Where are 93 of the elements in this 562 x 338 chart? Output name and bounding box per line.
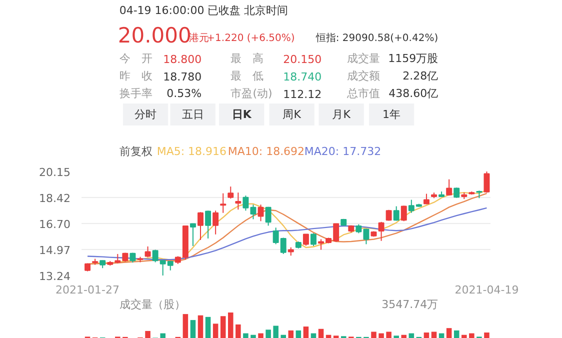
bar [386, 332, 392, 338]
candlestick [393, 206, 400, 222]
candlestick [212, 210, 219, 235]
bar [296, 330, 302, 338]
bar [236, 324, 241, 338]
bar [401, 334, 407, 338]
text: 换手率 [119, 87, 152, 100]
text: 1年 [382, 108, 401, 121]
text: 18.740 [283, 70, 322, 84]
text: 五日 [182, 108, 204, 121]
candlestick [454, 187, 460, 198]
text: 成交量 [347, 52, 380, 65]
bar [438, 333, 444, 338]
bar [220, 316, 226, 338]
candlestick [484, 172, 490, 194]
text: 周K [282, 108, 302, 121]
text: 成交额 [347, 70, 380, 82]
text: 分时 [134, 108, 157, 121]
text: 月K [332, 108, 352, 121]
candlestick [228, 186, 234, 200]
bar [288, 330, 294, 338]
candlestick [400, 205, 407, 222]
y-tick-label: 14.97 [39, 244, 71, 257]
candlestick [265, 206, 272, 226]
bar [378, 333, 384, 338]
bar [462, 334, 467, 338]
bar [205, 316, 211, 338]
bar [280, 334, 286, 338]
bar [424, 332, 430, 338]
bar [228, 312, 234, 338]
bar [303, 326, 309, 338]
y-tick-label: 16.70 [39, 218, 71, 231]
candlestick [258, 204, 264, 222]
bar [160, 333, 166, 338]
candlestick [205, 210, 212, 239]
text: 最 低 [230, 70, 264, 82]
candlestick [190, 222, 196, 246]
candlestick [235, 192, 242, 210]
candlestick [220, 192, 226, 214]
text: MA20: 17.732 [304, 145, 382, 158]
x-tick-label: 2021-01-27 [56, 284, 120, 296]
bar [431, 332, 437, 338]
bar [454, 330, 460, 338]
text: 最 高 [230, 52, 264, 65]
text: 18.780 [163, 70, 202, 84]
bar [318, 328, 324, 338]
text: 1159万股 [388, 52, 438, 65]
text: 3547.74万 [382, 298, 438, 311]
bar [250, 334, 256, 338]
y-tick-label: 18.42 [39, 192, 71, 206]
bar [326, 334, 332, 338]
bar [190, 320, 196, 338]
bar [145, 330, 150, 338]
candlestick [198, 212, 204, 240]
candlestick [378, 221, 384, 242]
text: 日K [232, 108, 252, 121]
text: 438.60亿 [388, 87, 438, 100]
text: 昨 收 [119, 70, 152, 82]
y-tick-label: 13.24 [39, 270, 71, 283]
text: 市盈(动) [230, 87, 272, 100]
x-tick-label: 2021-04-19 [454, 284, 519, 296]
bar [212, 324, 218, 338]
text: MA5: 18.916 [156, 145, 227, 158]
bar [484, 332, 490, 338]
text: 恒指: 29090.58(+0.42%) [314, 32, 438, 44]
bar [266, 330, 271, 338]
bar [408, 333, 414, 338]
text: 112.12 [283, 88, 322, 101]
text: 20.000 [118, 24, 192, 48]
text: 总市值 [346, 87, 380, 100]
bar [446, 328, 452, 338]
text: 20.150 [283, 53, 322, 66]
bar [198, 315, 204, 338]
bar [310, 333, 316, 338]
bar [182, 314, 188, 338]
text: MA10: 18.692 [228, 145, 305, 158]
text: 04-19 16:00:00 已收盘 北京时间 [119, 4, 288, 17]
bar [258, 333, 264, 338]
text: 前复权 [119, 145, 152, 158]
text: 18.800 [163, 53, 202, 66]
bar [469, 333, 474, 338]
bar [371, 332, 376, 338]
bar [273, 326, 278, 338]
text: 0.53% [166, 87, 202, 100]
text: 港元 [189, 32, 210, 44]
bar [243, 333, 248, 338]
candlestick [144, 246, 151, 258]
candlestick [310, 232, 316, 246]
candlestick [446, 178, 452, 196]
text: 2.28亿 [402, 70, 438, 82]
y-tick-label: 20.15 [39, 166, 71, 179]
text: 今 开 [119, 52, 152, 65]
text: 成交量（股） [119, 298, 186, 311]
